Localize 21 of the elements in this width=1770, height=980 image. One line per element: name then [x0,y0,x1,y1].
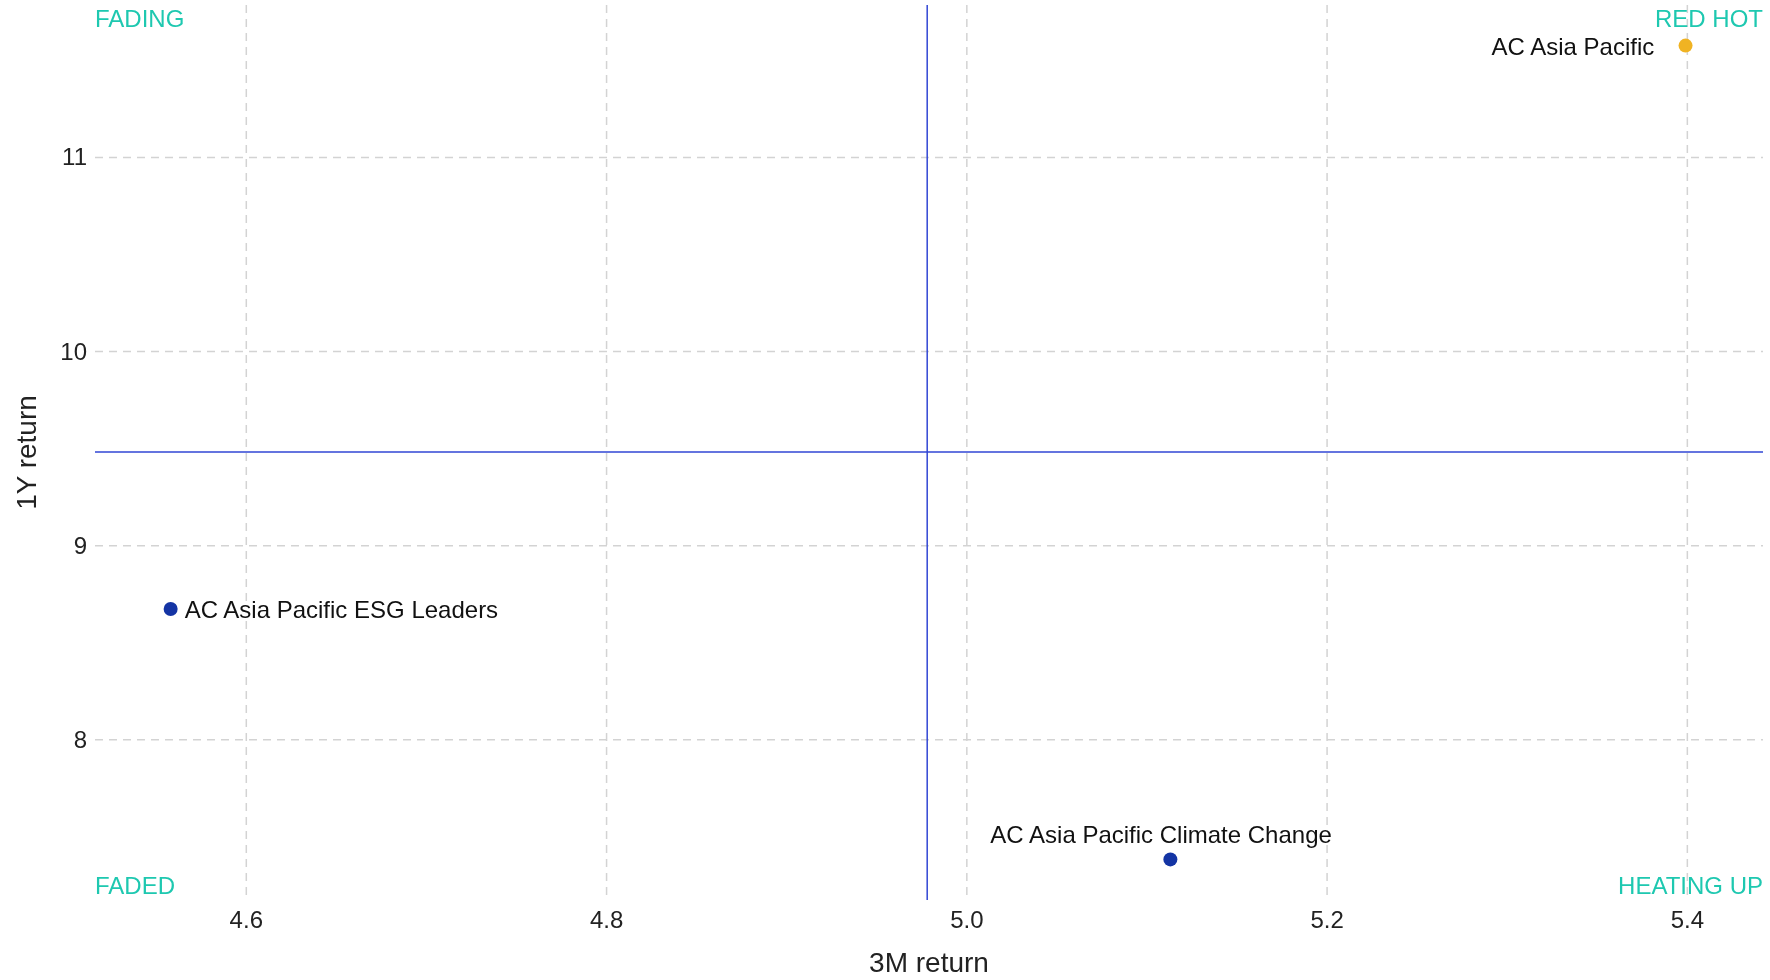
point [1678,38,1693,53]
point [1163,852,1178,867]
annotation: FADED [95,872,176,899]
annotation: FADING [95,5,185,32]
x-axis-title: 3M return [869,947,989,978]
series-label: AC Asia Pacific ESG Leaders [184,595,499,623]
y-tick-label: 8 [73,725,87,753]
x-tick-label: 4.6 [229,906,263,933]
series-label: AC Asia Pacific [1491,32,1655,60]
x-tick-label: 4.8 [589,906,624,933]
annotation: HEATING UP [1618,872,1763,899]
point [163,601,178,616]
y-tick-label: 10 [60,337,87,365]
x-tick-label: 5.2 [1310,906,1344,933]
x-tick-label: 5.0 [950,906,984,933]
x-tick-label: 5.4 [1670,906,1705,933]
y-axis-title: 1Y return [11,395,42,510]
y-tick-label: 11 [62,143,87,171]
y-tick-label: 9 [73,531,87,559]
annotation: RED HOT [1655,5,1764,32]
series-label: AC Asia Pacific Climate Change [990,821,1332,849]
